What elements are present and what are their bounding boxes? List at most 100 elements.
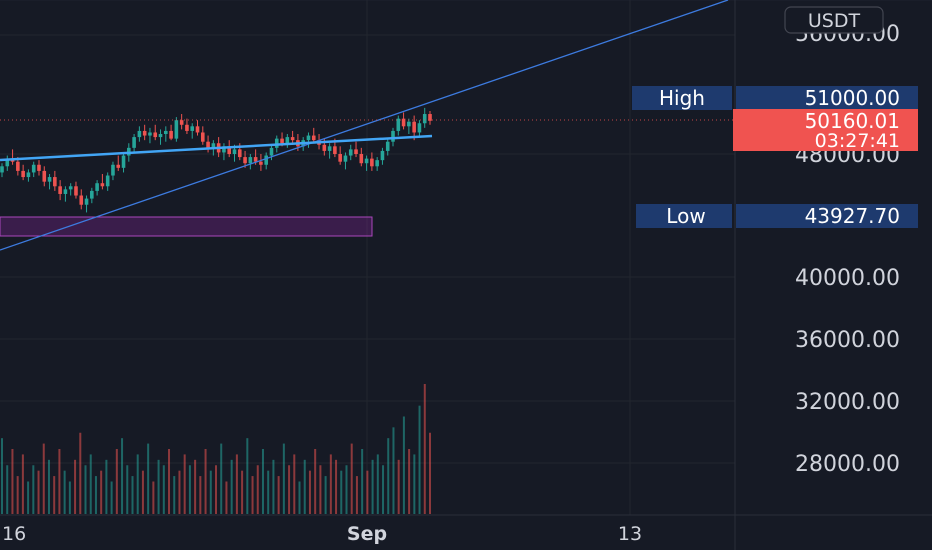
candle-body (164, 130, 168, 135)
candle-body (169, 130, 173, 139)
volume-bar (288, 465, 291, 514)
volume-bar (308, 470, 311, 514)
candle-body (26, 172, 31, 178)
candle-body (142, 130, 147, 136)
candle-body (417, 123, 422, 133)
candle-body (179, 120, 184, 125)
candle-body (359, 154, 364, 164)
candle-body (280, 138, 284, 144)
low-label: Low (666, 204, 705, 228)
volume-bar (110, 481, 113, 514)
volume-bar (105, 459, 108, 514)
candle-body (190, 126, 195, 131)
high-label: High (659, 86, 705, 110)
candle-body (322, 144, 327, 151)
candle-body (37, 164, 41, 171)
volume-bar (345, 465, 348, 514)
volume-bar (21, 454, 24, 514)
ascending-trendline[interactable] (0, 0, 729, 251)
candle-body (290, 137, 295, 141)
candle-body (401, 118, 406, 127)
candle-body (68, 186, 73, 190)
volume-bar (147, 443, 150, 514)
volume-bar (220, 443, 223, 514)
candle-body (174, 120, 179, 139)
currency-button[interactable]: USDT (784, 6, 884, 34)
volume-bar (382, 465, 385, 514)
volume-bar (413, 454, 416, 514)
volume-bar (32, 465, 35, 514)
candle-body (79, 195, 84, 205)
time-tick-month: Sep (347, 523, 387, 545)
volume-bar (121, 438, 124, 514)
candle-body (285, 137, 290, 144)
candle-body (333, 146, 337, 154)
volume-bar (293, 454, 296, 514)
time-tick: 16 (2, 523, 26, 545)
volume-bar (272, 459, 275, 514)
candle-body (248, 157, 253, 164)
currency-button-frame[interactable] (784, 6, 884, 34)
candle-body (428, 114, 432, 121)
high-value: 51000.00 (805, 86, 900, 110)
volume-bar (230, 459, 233, 514)
candle-body (311, 135, 316, 141)
volume-bar (136, 454, 139, 514)
high-value-bg (736, 86, 918, 110)
candle-body (31, 164, 36, 173)
volume-bar (392, 427, 395, 514)
horizontal-trendline[interactable] (0, 134, 433, 162)
bar-countdown: 03:27:41 (815, 130, 900, 152)
price-tick: 40000.00 (795, 266, 900, 291)
candle-body (354, 149, 358, 154)
volume-bar (152, 481, 155, 514)
volume-bar (89, 454, 92, 514)
candle-body (243, 157, 247, 164)
currency-label: USDT (808, 10, 861, 32)
low-value-bg (736, 204, 918, 228)
candle-body (95, 183, 99, 191)
volume-bar (1, 438, 3, 514)
volume-bar (209, 470, 212, 514)
volume-bar (225, 481, 228, 514)
candle-body (227, 146, 232, 154)
candle-body (5, 158, 10, 167)
volume-bar (157, 459, 160, 514)
time-axis[interactable]: 16 Sep 13 (2, 523, 642, 545)
grid (0, 0, 932, 515)
candle-body (237, 149, 242, 158)
volume-bar (11, 449, 14, 514)
candle-body (100, 183, 105, 187)
volume-bar (74, 459, 77, 514)
candle-body (222, 146, 226, 153)
volume-bar (319, 465, 322, 514)
volume-bar (168, 449, 171, 514)
low-value: 43927.70 (805, 204, 900, 228)
volume-bar (329, 454, 332, 514)
volume-bar (58, 449, 61, 514)
price-tick: 32000.00 (795, 390, 900, 415)
volume-bar (324, 476, 327, 514)
high-label-bg (632, 86, 732, 110)
volume-bar (141, 470, 144, 514)
candle-body (396, 118, 401, 131)
volume-bar (68, 481, 71, 514)
volume-bar (16, 476, 19, 514)
volume-bar (63, 470, 66, 514)
candle-body (74, 186, 78, 196)
candle-body (327, 146, 332, 151)
volume-bar (298, 481, 301, 514)
volume-bar (246, 438, 249, 514)
candle-body (232, 149, 237, 154)
candle-body (0, 166, 4, 173)
candle-body (158, 134, 163, 138)
candle-body (53, 177, 57, 187)
candle-body (380, 150, 385, 161)
volume-bar (376, 454, 379, 514)
volume-bar (199, 476, 202, 514)
volume-bar (355, 476, 358, 514)
candle-body (42, 170, 47, 182)
volume-bar (194, 459, 197, 514)
support-zone-box[interactable] (0, 216, 373, 237)
